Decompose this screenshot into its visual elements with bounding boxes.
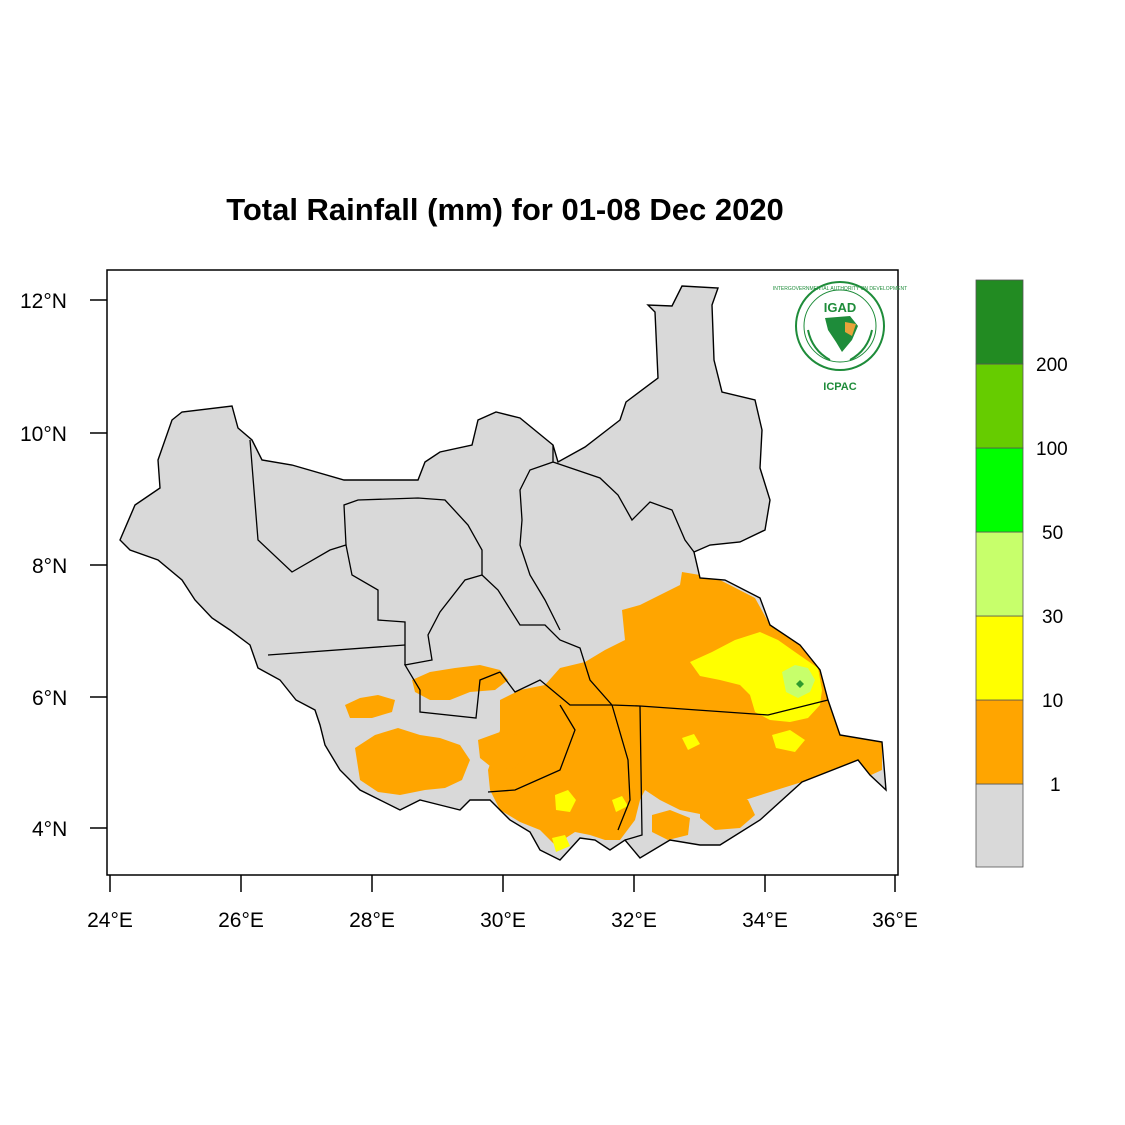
rainfall-region-1-10mm [345, 695, 395, 718]
lat-tick-label: 8°N [32, 555, 67, 578]
lon-tick-label: 36°E [872, 909, 918, 932]
logo-sub-text: ICPAC [823, 381, 856, 393]
lon-axis [109, 875, 896, 892]
lat-tick-label: 4°N [32, 818, 67, 841]
rainfall-region-10-30mm [552, 835, 570, 852]
rainfall-region-1-10mm [478, 732, 528, 770]
igad-logo: INTERGOVERNMENTAL AUTHORITY ON DEVELOPME… [773, 281, 907, 371]
rainfall-region-1-10mm [652, 810, 690, 840]
state-boundaries [249, 439, 829, 841]
rainfall-region-10-30mm [682, 734, 700, 750]
rainfall-region-1-10mm [700, 792, 755, 830]
country-border [119, 285, 887, 861]
legend-label: 200 [1036, 355, 1068, 376]
rainfall-region-10-30mm [555, 790, 576, 812]
rainfall-region-1-10mm [412, 665, 508, 700]
chart-title: Total Rainfall (mm) for 01-08 Dec 2020 [226, 192, 784, 227]
logo-ring-text: INTERGOVERNMENTAL AUTHORITY ON DEVELOPME… [773, 286, 907, 292]
lon-tick-label: 26°E [218, 909, 264, 932]
lon-tick-label: 34°E [742, 909, 788, 932]
horn-of-africa-icon [845, 322, 856, 336]
legend-swatch [975, 699, 1024, 785]
lat-axis [90, 299, 107, 829]
legend-swatch [975, 531, 1024, 617]
lat-tick-label: 10°N [20, 423, 67, 446]
legend-label: 1 [1050, 775, 1061, 796]
rainfall-region-10-30mm [612, 796, 628, 812]
lon-tick-label: 24°E [87, 909, 133, 932]
laurel-left-icon [807, 329, 831, 361]
legend-swatch [975, 615, 1024, 701]
colorbar-legend [975, 279, 1024, 868]
logo-main-text: IGAD [824, 300, 857, 315]
lon-tick-label: 28°E [349, 909, 395, 932]
laurel-right-icon [849, 329, 873, 361]
rainfall-region-1-10mm [488, 572, 882, 845]
legend-swatch [975, 783, 1024, 868]
legend-swatch [975, 447, 1024, 533]
rainfall-region-1-10mm [355, 728, 470, 795]
legend-swatch [975, 279, 1024, 365]
lat-tick-label: 6°N [32, 687, 67, 710]
legend-label: 10 [1042, 691, 1063, 712]
legend-label: 30 [1042, 607, 1063, 628]
lat-tick-label: 12°N [20, 290, 67, 313]
legend-label: 100 [1036, 439, 1068, 460]
lon-tick-label: 32°E [611, 909, 657, 932]
lon-tick-label: 30°E [480, 909, 526, 932]
legend-label: 50 [1042, 523, 1063, 544]
rainfall-region-30-50mm [796, 680, 804, 688]
rainfall-region-10-30mm [690, 632, 822, 722]
legend-swatch [975, 363, 1024, 449]
rainfall-region-10-30mm [772, 730, 805, 752]
